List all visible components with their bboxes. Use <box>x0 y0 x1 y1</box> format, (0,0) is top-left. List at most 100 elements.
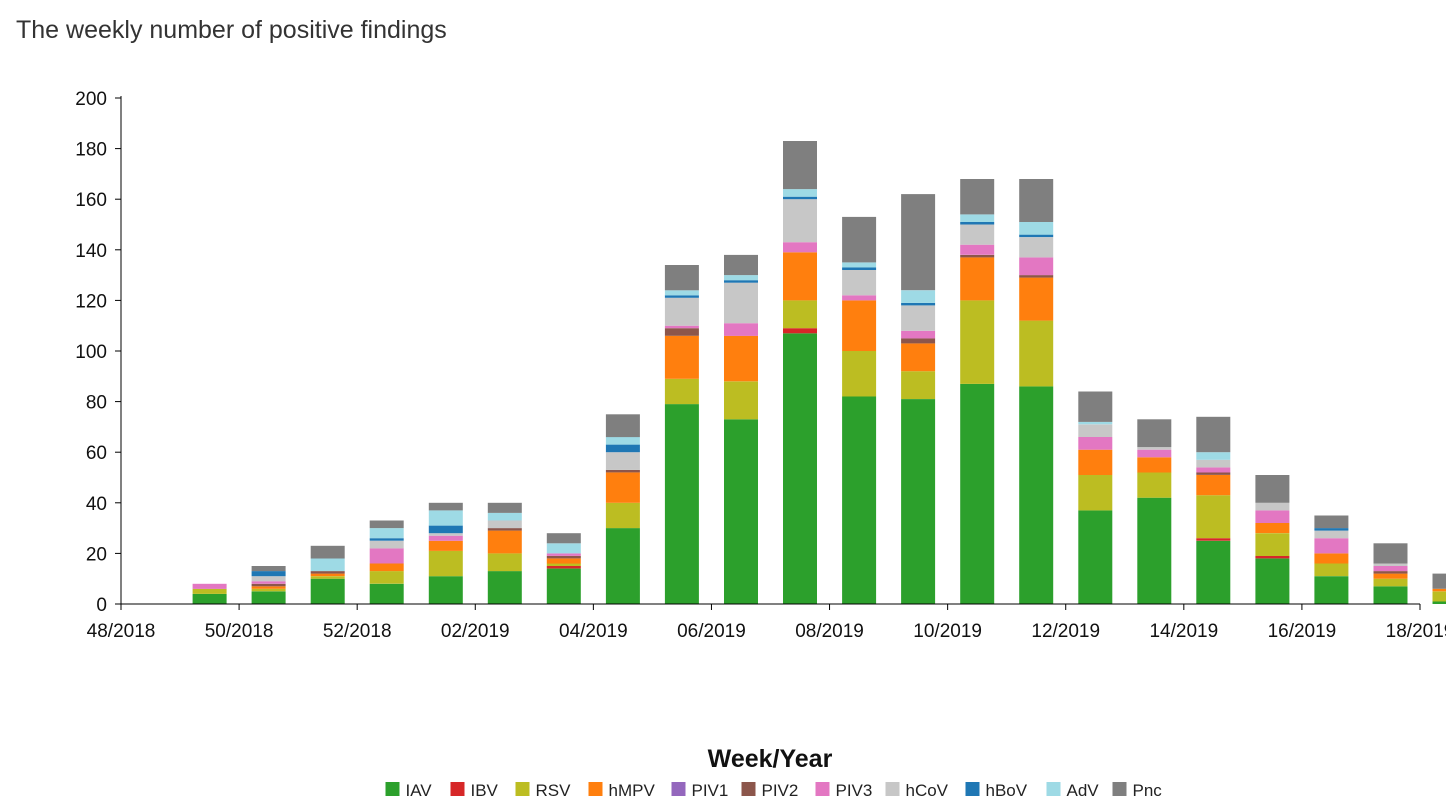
legend-item-piv3[interactable]: PIV3 <box>815 781 873 800</box>
bar-segment-hmpv-51-2018 <box>310 573 345 577</box>
legend-label: hBoV <box>986 781 1028 800</box>
y-tick-label: 120 <box>75 291 107 312</box>
legend-swatch <box>515 782 530 796</box>
bar-segment-hmpv-18-2019 <box>1432 588 1446 592</box>
y-tick-label: 100 <box>75 342 107 363</box>
y-tick-label: 0 <box>96 595 107 616</box>
legend-item-ibv[interactable]: IBV <box>450 781 499 800</box>
bar-segment-piv2-50-2018 <box>251 583 286 587</box>
x-tick-label: 02/2019 <box>441 621 510 642</box>
bar-segment-iav-14-2019 <box>1196 540 1231 605</box>
bar-segment-pnc-52-2018 <box>369 520 404 529</box>
bar-segment-rsv-08-2019 <box>842 351 877 397</box>
bar-segment-pnc-04-2019 <box>605 414 640 438</box>
bar-segment-piv3-49-2018 <box>192 583 227 589</box>
x-tick-label: 10/2019 <box>913 621 982 642</box>
bar-segment-iav-07-2019 <box>783 333 817 604</box>
legend-item-pnc[interactable]: Pnc <box>1112 781 1163 800</box>
bar-segment-hcov-06-2019 <box>724 282 758 324</box>
y-tick-label: 160 <box>75 190 107 211</box>
bar-segment-pnc-08-2019 <box>842 216 877 263</box>
bar-segment-hcov-52-2018 <box>369 540 404 549</box>
y-tick-label: 140 <box>75 241 107 262</box>
bar-segment-rsv-06-2019 <box>724 381 758 420</box>
legend-swatch <box>885 782 900 796</box>
bar-segment-hbov-08-2019 <box>842 267 877 270</box>
bar-segment-adv-12-2019 <box>1078 421 1113 425</box>
bar-segment-rsv-02-2019 <box>487 553 522 572</box>
bar-segment-rsv-10-2019 <box>960 300 995 384</box>
bar-segment-piv3-15-2019 <box>1255 510 1290 523</box>
legend-item-hmpv[interactable]: hMPV <box>588 781 656 800</box>
bar-segment-hmpv-05-2019 <box>664 335 699 379</box>
bar-segment-rsv-04-2019 <box>605 502 640 529</box>
bar-segment-piv3-50-2018 <box>251 581 286 584</box>
legend-item-adv[interactable]: AdV <box>1046 781 1100 800</box>
bar-segment-rsv-03-2019 <box>546 563 581 566</box>
bar-segment-iav-50-2018 <box>251 591 286 604</box>
bar-segment-iav-13-2019 <box>1137 497 1172 604</box>
legend-swatch <box>385 782 400 796</box>
bar-segment-hcov-13-2019 <box>1137 447 1172 450</box>
x-tick-label: 52/2018 <box>323 621 392 642</box>
bar-segment-piv3-01-2019 <box>428 535 463 541</box>
bar-segment-hmpv-13-2019 <box>1137 457 1172 473</box>
chart-title: The weekly number of positive findings <box>16 16 447 44</box>
bar-segment-adv-11-2019 <box>1019 222 1054 235</box>
bar-segment-adv-03-2019 <box>546 543 581 554</box>
bar-segment-pnc-05-2019 <box>664 265 699 291</box>
legend-item-rsv[interactable]: RSV <box>515 781 572 800</box>
bar-segment-hcov-01-2019 <box>428 533 463 536</box>
bar-segment-piv2-04-2019 <box>605 469 640 473</box>
bar-segment-iav-16-2019 <box>1314 576 1349 604</box>
legend-item-hbov[interactable]: hBoV <box>965 781 1028 800</box>
bar-segment-piv2-02-2019 <box>487 528 522 531</box>
bar-segment-piv3-11-2019 <box>1019 257 1054 276</box>
bar-segment-hbov-10-2019 <box>960 222 995 225</box>
legend-swatch <box>671 782 686 796</box>
legend-item-hcov[interactable]: hCoV <box>885 781 949 800</box>
legend-label: hMPV <box>609 781 656 800</box>
bar-segment-rsv-13-2019 <box>1137 472 1172 498</box>
bar-segment-iav-06-2019 <box>724 419 758 604</box>
legend-item-iav[interactable]: IAV <box>385 781 433 800</box>
legend-label: IAV <box>406 781 433 800</box>
x-tick-label: 48/2018 <box>87 621 156 642</box>
legend-swatch <box>965 782 980 796</box>
bar-segment-piv3-13-2019 <box>1137 449 1172 458</box>
bar-segment-hbov-11-2019 <box>1019 234 1054 238</box>
bar-segment-hcov-04-2019 <box>605 452 640 470</box>
legend-swatch <box>450 782 465 796</box>
bar-segment-hbov-06-2019 <box>724 280 758 283</box>
bar-segment-piv2-10-2019 <box>960 254 995 258</box>
bar-segment-rsv-18-2019 <box>1432 591 1446 602</box>
bar-segment-hcov-12-2019 <box>1078 424 1113 437</box>
bar-segment-adv-02-2019 <box>487 512 522 521</box>
bar-segment-rsv-12-2019 <box>1078 475 1113 511</box>
bar-segment-hcov-09-2019 <box>901 305 936 331</box>
bar-segment-rsv-16-2019 <box>1314 563 1349 577</box>
bar-segment-piv2-17-2019 <box>1373 571 1408 574</box>
bar-segment-hmpv-50-2018 <box>251 586 286 589</box>
bar-segment-iav-05-2019 <box>664 404 699 604</box>
bar-segment-pnc-01-2019 <box>428 502 463 511</box>
legend-item-piv2[interactable]: PIV2 <box>741 781 799 800</box>
legend-item-piv1[interactable]: PIV1 <box>671 781 729 800</box>
x-tick-label: 18/2019 <box>1386 621 1446 642</box>
bar-segment-hcov-50-2018 <box>251 576 286 582</box>
bar-segment-piv3-05-2019 <box>664 325 699 329</box>
bar-segment-iav-17-2019 <box>1373 586 1408 604</box>
bar-segment-hmpv-02-2019 <box>487 530 522 554</box>
bar-segment-rsv-17-2019 <box>1373 578 1408 587</box>
bar-segment-hcov-17-2019 <box>1373 563 1408 566</box>
bar-segment-pnc-09-2019 <box>901 194 936 291</box>
legend-label: PIV1 <box>692 781 729 800</box>
bar-segment-piv3-16-2019 <box>1314 538 1349 554</box>
y-tick-label: 60 <box>86 443 107 464</box>
bar-segment-pnc-12-2019 <box>1078 391 1113 422</box>
bar-segment-hmpv-12-2019 <box>1078 449 1113 475</box>
bar-segment-hmpv-03-2019 <box>546 558 581 564</box>
bar-segment-rsv-15-2019 <box>1255 533 1290 556</box>
bar-segment-hmpv-11-2019 <box>1019 277 1054 321</box>
bar-segment-hmpv-16-2019 <box>1314 553 1349 564</box>
